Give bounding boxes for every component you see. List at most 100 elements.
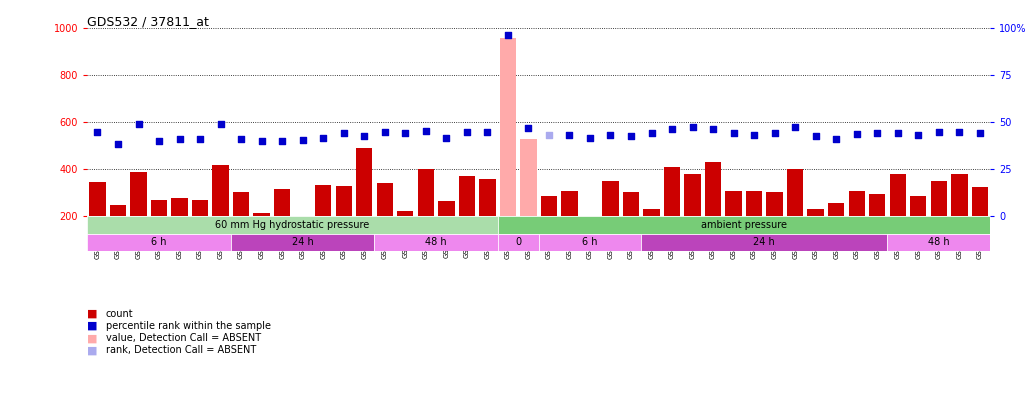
Point bbox=[951, 128, 968, 135]
Text: ambient pressure: ambient pressure bbox=[701, 220, 787, 230]
Bar bbox=[151, 200, 167, 216]
Point bbox=[766, 130, 783, 136]
Point bbox=[192, 136, 208, 142]
Bar bbox=[705, 162, 721, 216]
Point bbox=[377, 128, 393, 135]
Point bbox=[151, 138, 167, 145]
Bar bbox=[89, 182, 106, 216]
Point bbox=[315, 134, 331, 141]
Bar bbox=[684, 174, 701, 216]
Bar bbox=[479, 179, 496, 216]
Bar bbox=[171, 198, 188, 216]
Bar bbox=[274, 190, 290, 216]
Point bbox=[500, 32, 516, 38]
Point bbox=[746, 132, 762, 139]
Point bbox=[910, 132, 926, 139]
Bar bbox=[438, 201, 455, 216]
Bar bbox=[500, 38, 516, 216]
Text: 60 mm Hg hydrostatic pressure: 60 mm Hg hydrostatic pressure bbox=[215, 220, 369, 230]
Text: ■: ■ bbox=[87, 309, 97, 319]
Point bbox=[130, 120, 147, 127]
Text: 48 h: 48 h bbox=[425, 237, 447, 247]
Point bbox=[623, 133, 639, 140]
Bar bbox=[890, 174, 906, 216]
Text: ■: ■ bbox=[87, 321, 97, 331]
Point bbox=[438, 134, 455, 141]
Point bbox=[807, 133, 824, 140]
Bar bbox=[541, 196, 557, 216]
Text: ■: ■ bbox=[87, 345, 97, 355]
Text: 24 h: 24 h bbox=[753, 237, 776, 247]
Point bbox=[294, 137, 311, 143]
Text: percentile rank within the sample: percentile rank within the sample bbox=[106, 321, 271, 331]
Text: 24 h: 24 h bbox=[291, 237, 314, 247]
Bar bbox=[110, 205, 126, 216]
Point bbox=[171, 136, 188, 142]
Point bbox=[684, 124, 701, 130]
Bar bbox=[746, 190, 762, 216]
Bar bbox=[192, 200, 208, 216]
Bar bbox=[602, 181, 619, 216]
Point bbox=[212, 120, 229, 127]
Point bbox=[89, 128, 106, 135]
Bar bbox=[130, 172, 147, 216]
Bar bbox=[498, 234, 539, 251]
Bar bbox=[664, 167, 680, 216]
Bar bbox=[787, 169, 803, 216]
Point bbox=[274, 138, 290, 145]
Bar bbox=[212, 165, 229, 216]
Bar bbox=[972, 187, 988, 216]
Text: 0: 0 bbox=[515, 237, 521, 247]
Bar bbox=[539, 234, 641, 251]
Bar bbox=[315, 185, 331, 216]
Bar bbox=[397, 211, 413, 216]
Point bbox=[602, 132, 619, 139]
Bar bbox=[931, 181, 947, 216]
Text: value, Detection Call = ABSENT: value, Detection Call = ABSENT bbox=[106, 333, 261, 343]
Point bbox=[890, 130, 906, 136]
Text: ■: ■ bbox=[87, 333, 97, 343]
Point bbox=[520, 125, 537, 132]
Bar bbox=[253, 213, 270, 216]
Bar bbox=[887, 234, 990, 251]
Point bbox=[869, 130, 885, 136]
Point bbox=[931, 128, 947, 135]
Text: rank, Detection Call = ABSENT: rank, Detection Call = ABSENT bbox=[106, 345, 255, 355]
Bar bbox=[849, 190, 865, 216]
Bar bbox=[869, 194, 885, 216]
Bar bbox=[87, 216, 498, 234]
Point bbox=[418, 127, 434, 134]
Point bbox=[561, 132, 578, 139]
Bar bbox=[561, 190, 578, 216]
Point bbox=[541, 132, 557, 139]
Point bbox=[787, 124, 803, 130]
Point bbox=[664, 126, 680, 133]
Point bbox=[233, 136, 249, 142]
Bar bbox=[87, 234, 231, 251]
Point bbox=[397, 130, 413, 136]
Point bbox=[459, 128, 475, 135]
Text: 6 h: 6 h bbox=[582, 237, 598, 247]
Bar bbox=[233, 192, 249, 216]
Bar bbox=[643, 209, 660, 216]
Bar bbox=[418, 169, 434, 216]
Point bbox=[849, 131, 865, 137]
Bar bbox=[807, 209, 824, 216]
Point bbox=[356, 133, 372, 140]
Point bbox=[725, 130, 742, 136]
Point bbox=[110, 140, 126, 147]
Bar bbox=[725, 190, 742, 216]
Bar bbox=[377, 183, 393, 216]
Bar bbox=[459, 177, 475, 216]
Bar bbox=[520, 139, 537, 216]
Text: GDS532 / 37811_at: GDS532 / 37811_at bbox=[87, 15, 209, 28]
Bar bbox=[498, 216, 990, 234]
Point bbox=[479, 128, 496, 135]
Point bbox=[972, 130, 988, 136]
Point bbox=[336, 130, 352, 136]
Bar bbox=[336, 186, 352, 216]
Bar bbox=[374, 234, 498, 251]
Bar bbox=[951, 174, 968, 216]
Point bbox=[828, 136, 844, 142]
Point bbox=[582, 134, 598, 141]
